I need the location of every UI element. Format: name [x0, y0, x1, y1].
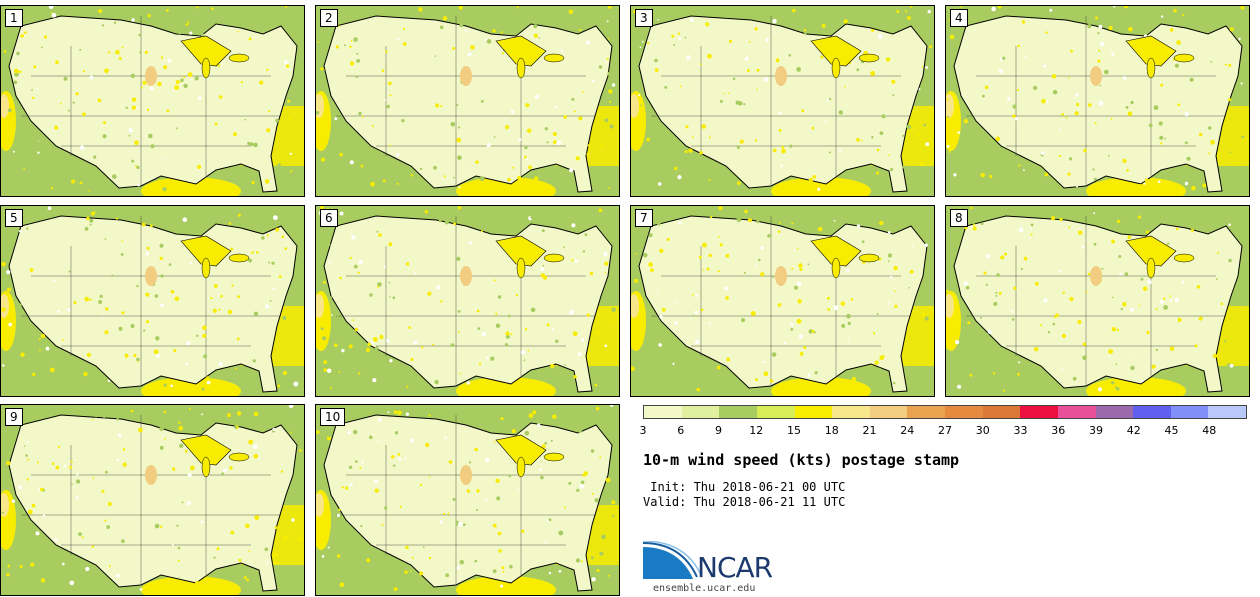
postage-stamp-panel-5: 5 [0, 205, 305, 397]
valid-time: Valid: Thu 2018-06-21 11 UTC [643, 495, 846, 509]
panel-member-label: 1 [5, 9, 23, 27]
colorbar-tick-label: 9 [715, 424, 722, 437]
colorbar-swatch-12 [1095, 406, 1134, 418]
panel-member-label: 6 [320, 209, 338, 227]
wind-speed-colorbar [643, 405, 1247, 419]
colorbar-tick-label: 30 [975, 424, 990, 437]
colorbar-tick-label: 21 [862, 424, 877, 437]
init-time: Init: Thu 2018-06-21 00 UTC [643, 480, 846, 494]
colorbar-tick-label: 42 [1126, 424, 1141, 437]
postage-stamp-panel-7: 7 [630, 205, 935, 397]
colorbar-swatch-14 [1170, 406, 1209, 418]
colorbar-swatch-1 [681, 406, 720, 418]
colorbar-tick-label: 12 [749, 424, 764, 437]
panel-member-label: 8 [950, 209, 968, 227]
colorbar-ticks: 3 6 9 12 15 18 21 24 27 30 33 36 39 42 45 48 [639, 424, 1247, 438]
panel-member-label: 9 [5, 408, 23, 426]
colorbar-swatch-15 [1208, 406, 1246, 418]
colorbar-tick-label: 45 [1164, 424, 1179, 437]
colorbar-tick-label: 3 [639, 424, 647, 437]
postage-stamp-panel-4: 4 [945, 5, 1250, 197]
panel-member-label: 2 [320, 9, 338, 27]
postage-stamp-panel-6: 6 [315, 205, 620, 397]
colorbar-swatch-11 [1057, 406, 1096, 418]
colorbar-tick-label: 6 [677, 424, 685, 437]
panel-member-label: 4 [950, 9, 968, 27]
colorbar-tick-label: 33 [1013, 424, 1028, 437]
panel-member-label: 7 [635, 209, 653, 227]
colorbar-swatch-0 [644, 406, 682, 418]
colorbar-swatch-6 [869, 406, 908, 418]
chart-title: 10-m wind speed (kts) postage stamp [643, 451, 960, 469]
panel-member-label: 5 [5, 209, 23, 227]
ncar-logo-text: NCAR [697, 551, 773, 584]
panel-member-label: 10 [320, 408, 346, 426]
colorbar-tick-label: 48 [1202, 424, 1217, 437]
postage-stamp-panel-3: 3 [630, 5, 935, 197]
colorbar-swatch-3 [756, 406, 795, 418]
colorbar-swatch-7 [907, 406, 945, 418]
colorbar-swatch-13 [1133, 406, 1171, 418]
postage-stamp-panel-9: 9 [0, 404, 305, 596]
postage-stamp-panel-1: 1 [0, 5, 305, 197]
colorbar-swatch-5 [832, 406, 870, 418]
ncar-logo-icon [643, 541, 702, 579]
colorbar-tick-label: 39 [1089, 424, 1103, 437]
colorbar-swatch-4 [794, 406, 833, 418]
colorbar-tick-label: 27 [938, 424, 952, 437]
panel-member-label: 3 [635, 9, 653, 27]
postage-stamp-panel-2: 2 [315, 5, 620, 197]
postage-stamp-panel-10: 10 [315, 404, 620, 596]
colorbar-swatch-8 [945, 406, 983, 418]
colorbar-tick-label: 36 [1051, 424, 1066, 437]
logo-url: ensemble.ucar.edu [653, 583, 756, 594]
colorbar-tick-label: 15 [787, 424, 801, 437]
colorbar-swatch-2 [719, 406, 757, 418]
colorbar-swatch-9 [982, 406, 1021, 418]
colorbar-tick-label: 18 [824, 424, 839, 437]
colorbar-tick-label: 24 [900, 424, 915, 437]
postage-stamp-panel-8: 8 [945, 205, 1250, 397]
colorbar-swatch-10 [1020, 406, 1058, 418]
